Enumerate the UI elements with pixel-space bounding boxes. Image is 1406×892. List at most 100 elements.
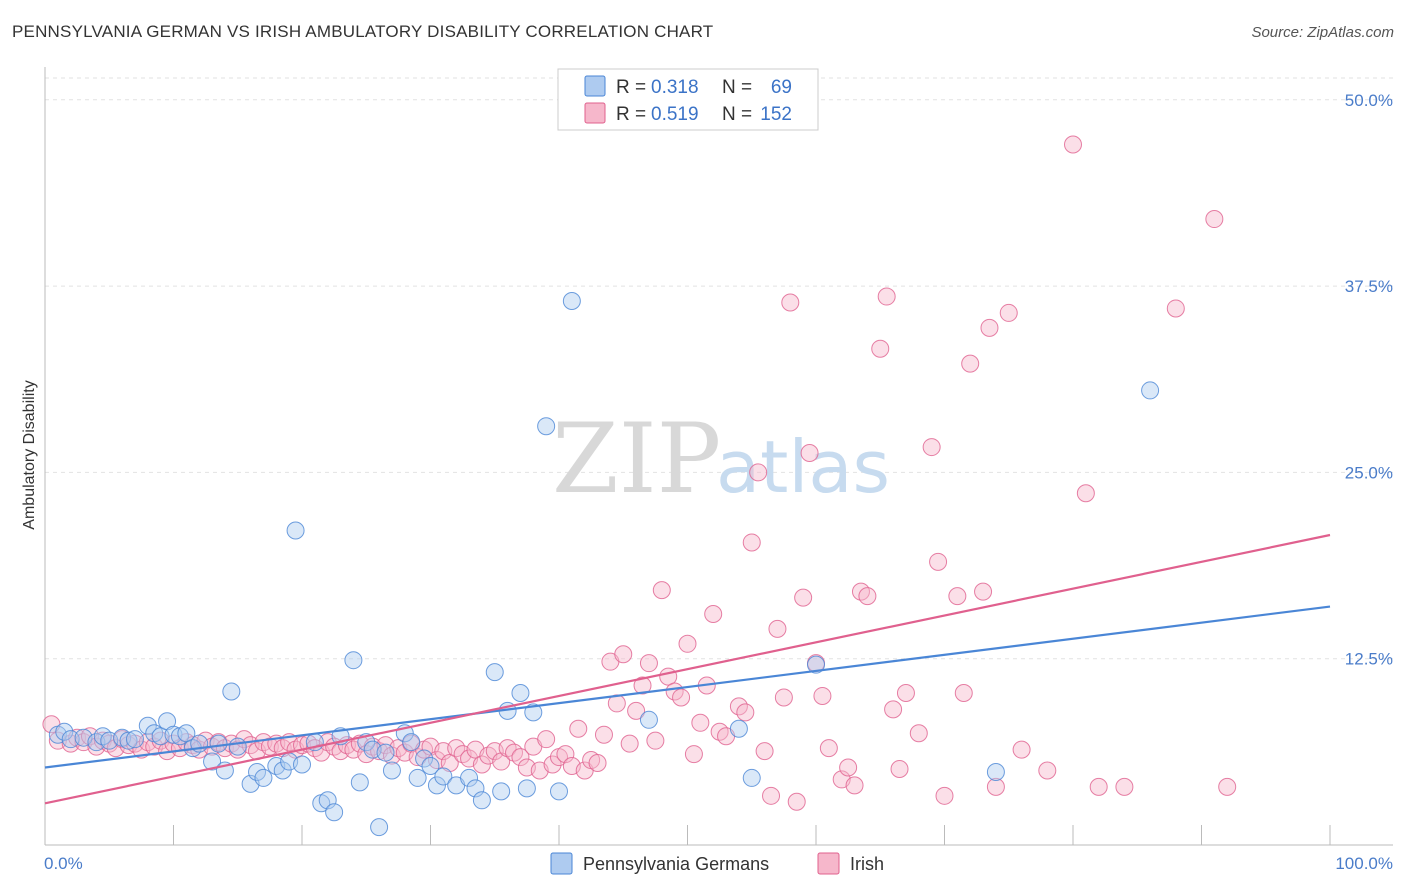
irish-point	[543, 755, 562, 774]
irish-point	[794, 588, 813, 607]
irish-point	[980, 318, 999, 337]
y-tick-label: 12.5%	[1345, 650, 1393, 669]
pennsylvania-german-point	[434, 767, 453, 786]
y-axis-title: Ambulatory Disability	[21, 380, 38, 529]
irish-point	[781, 293, 800, 312]
pennsylvania-german-point	[517, 779, 536, 798]
irish-point	[774, 688, 793, 707]
irish-point	[787, 792, 806, 811]
pennsylvania-german-point	[222, 682, 241, 701]
pennsylvania-german-point	[325, 803, 344, 822]
pennsylvania-german-point	[402, 733, 421, 752]
pennsylvania-german-trend-line	[44, 605, 1331, 769]
pennsylvania-german-point	[550, 782, 568, 801]
irish-point	[594, 725, 613, 744]
irish-point	[890, 759, 909, 778]
pennsylvania-german-point	[376, 743, 395, 762]
y-tick-labels: 12.5% 25.0% 37.5% 50.0%	[1345, 91, 1393, 669]
pennsylvania-german-point	[742, 768, 761, 787]
legend: R = 0.318 N = 69 R = 0.519 N = 152	[557, 68, 819, 131]
irish-point	[569, 719, 588, 738]
irish-point	[877, 287, 896, 306]
pennsylvania-german-point	[350, 773, 369, 792]
irish-point	[736, 703, 755, 722]
y-tick-label: 37.5%	[1345, 277, 1393, 296]
irish-point	[961, 354, 980, 373]
pennsylvania-german-point	[61, 730, 80, 749]
irish-point	[800, 444, 819, 463]
irish-point	[819, 739, 838, 758]
x-tick-label-min: 0.0%	[44, 854, 83, 873]
irish-point	[813, 686, 832, 705]
legend-r-label: R =	[616, 77, 646, 98]
irish-point	[948, 587, 967, 606]
pennsylvania-german-point	[427, 776, 446, 795]
pennsylvania-german-point	[639, 710, 658, 729]
irish-point	[556, 745, 575, 764]
axes	[44, 67, 1393, 846]
pennsylvania-german-point	[562, 292, 581, 311]
watermark: ZIP atlas	[552, 403, 890, 515]
pennsylvania-german-points	[48, 292, 1160, 837]
pennsylvania-german-point	[415, 749, 434, 768]
pennsylvania-german-point	[537, 417, 556, 436]
irish-point	[999, 303, 1018, 322]
irish-point	[684, 745, 703, 764]
pennsylvania-german-point	[318, 791, 337, 810]
irish-point	[1012, 740, 1031, 759]
legend-r-value: 0.519	[651, 104, 699, 125]
irish-point	[1089, 777, 1108, 796]
irish-point	[646, 731, 665, 750]
pennsylvania-german-point	[807, 655, 825, 674]
pennsylvania-german-point	[293, 755, 311, 774]
legend-n-value: 152	[760, 104, 792, 125]
pennsylvania-german-point	[55, 722, 74, 741]
irish-point	[1064, 135, 1082, 154]
legend-n-label: N =	[722, 77, 752, 98]
irish-point	[749, 463, 768, 482]
irish-point	[742, 533, 761, 552]
irish-point	[1205, 210, 1224, 229]
pennsylvania-german-point	[729, 719, 748, 738]
irish-point	[633, 676, 652, 695]
irish-point	[652, 581, 671, 600]
irish-point	[620, 734, 639, 753]
irish-point	[672, 688, 691, 707]
x-tick-label-max: 100.0%	[1335, 854, 1393, 873]
bottom-legend-swatch-pink	[817, 852, 840, 875]
legend-r-label: R =	[616, 104, 646, 125]
chart-source: Source: ZipAtlas.com	[1251, 24, 1394, 41]
y-tick-label: 50.0%	[1345, 91, 1393, 110]
irish-point	[768, 619, 787, 638]
pennsylvania-german-point	[370, 818, 389, 837]
pennsylvania-german-point	[460, 768, 479, 787]
irish-point	[896, 683, 915, 702]
irish-point	[839, 758, 858, 777]
bottom-legend: Pennsylvania Germans Irish	[550, 852, 884, 875]
irish-point	[1166, 299, 1185, 318]
chart-title: PENNSYLVANIA GERMAN VS IRISH AMBULATORY …	[12, 22, 714, 41]
legend-swatch-blue	[584, 75, 606, 97]
pennsylvania-german-point	[177, 724, 196, 743]
pennsylvania-german-point	[164, 725, 183, 744]
watermark-atlas: atlas	[716, 425, 890, 509]
irish-trend-line	[44, 533, 1331, 805]
pennsylvania-german-point	[125, 730, 144, 749]
irish-point	[691, 713, 710, 732]
pennsylvania-german-point	[138, 716, 157, 735]
pennsylvania-german-point	[228, 737, 247, 756]
y-tick-label: 25.0%	[1345, 463, 1393, 482]
pennsylvania-german-point	[382, 761, 401, 780]
irish-point	[954, 683, 973, 702]
irish-point	[614, 645, 633, 664]
gridlines	[45, 77, 1393, 660]
irish-point	[704, 604, 723, 623]
irish-point	[627, 701, 646, 720]
pennsylvania-german-point	[421, 757, 440, 776]
irish-point	[1076, 484, 1095, 503]
irish-point	[1218, 777, 1237, 796]
pennsylvania-german-point	[151, 727, 170, 746]
irish-point	[922, 438, 941, 457]
pennsylvania-german-point	[986, 762, 1005, 781]
